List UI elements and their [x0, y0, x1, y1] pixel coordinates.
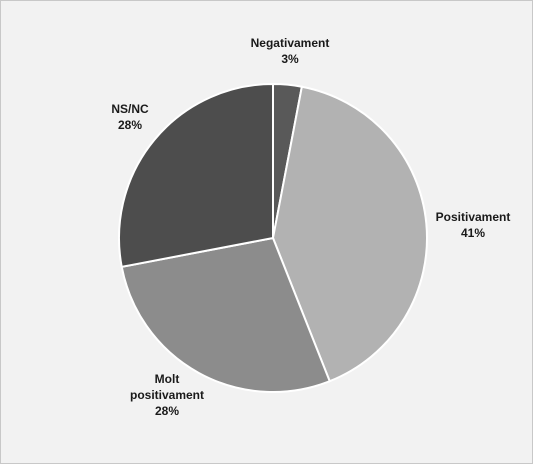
slice-name: NS/NC — [111, 102, 149, 116]
slice-name: Negativament — [251, 36, 330, 50]
slice-percent: 28% — [155, 404, 179, 418]
slice-label-molt-positivament: Molt positivament 28% — [130, 372, 204, 418]
slice-name: Molt — [155, 372, 180, 386]
pie-labels: Negativament 3% Positivament 41% Molt positiv… — [111, 36, 510, 418]
slice-percent: 41% — [461, 226, 485, 240]
pie-slice-molt-positivament — [120, 236, 331, 393]
slice-percent: 3% — [281, 52, 299, 66]
slice-label-positivament: Positivament 41% — [436, 210, 511, 240]
slice-label-ns-nc: NS/NC 28% — [111, 102, 149, 132]
pie-slice-ns-nc — [118, 82, 274, 269]
pie-slice-positivament — [271, 85, 429, 383]
slice-percent: 28% — [118, 118, 142, 132]
slice-label-negativament: Negativament 3% — [251, 36, 330, 66]
slice-name: positivament — [130, 388, 204, 402]
pie-slices — [118, 82, 429, 393]
slice-name: Positivament — [436, 210, 511, 224]
